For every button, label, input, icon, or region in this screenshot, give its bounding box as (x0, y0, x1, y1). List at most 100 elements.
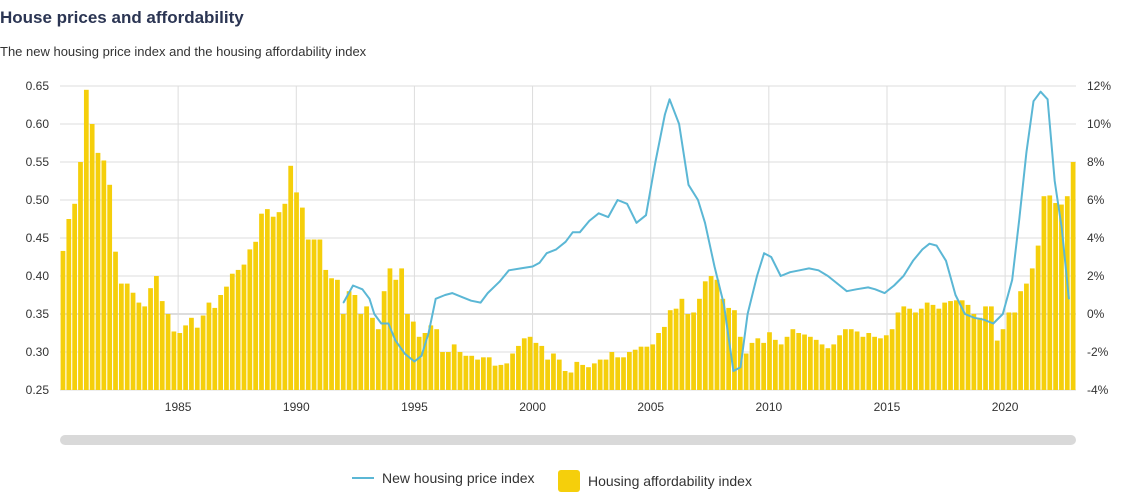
affordability-bar (591, 363, 597, 390)
affordability-bar (224, 286, 229, 390)
affordability-bar (743, 353, 749, 390)
legend-item-line[interactable]: New housing price index (352, 470, 535, 486)
affordability-bar (918, 308, 924, 390)
affordability-bar (1053, 203, 1058, 390)
y-tick-right: 12% (1087, 79, 1111, 93)
affordability-bar (1041, 196, 1047, 390)
affordability-bar (340, 314, 346, 390)
affordability-bar (154, 276, 159, 390)
legend-item-bar[interactable]: Housing affordability index (558, 470, 752, 492)
affordability-bar (953, 300, 959, 390)
affordability-bar (189, 317, 194, 390)
affordability-bar (136, 302, 142, 390)
affordability-bar (282, 203, 288, 390)
affordability-bar (843, 329, 848, 390)
price-index-point (519, 267, 522, 270)
affordability-bar (808, 336, 813, 390)
affordability-bar (983, 306, 988, 390)
affordability-bar (551, 353, 556, 390)
price-index-point (616, 199, 619, 201)
affordability-bar (194, 327, 200, 390)
y-tick-left: 0.25 (26, 383, 50, 397)
affordability-bar (813, 339, 819, 390)
affordability-bar (171, 331, 177, 390)
affordability-bar (481, 357, 486, 390)
price-index-point (342, 301, 345, 304)
affordability-bar (434, 329, 440, 390)
affordability-bar (294, 192, 299, 390)
price-index-point (704, 222, 706, 224)
affordability-bar (989, 306, 994, 390)
affordability-bar (1006, 312, 1012, 390)
price-index-point (387, 322, 390, 325)
affordability-bar (72, 203, 78, 390)
price-index-point (1061, 227, 1063, 230)
affordability-bar (510, 353, 515, 390)
affordability-bar (83, 89, 89, 391)
affordability-bar (311, 239, 317, 390)
x-tick: 2005 (637, 400, 664, 414)
price-index-point (945, 260, 947, 262)
y-tick-right: 4% (1087, 231, 1105, 245)
price-index-point (635, 222, 638, 224)
affordability-bar (1070, 162, 1076, 390)
affordability-bar (323, 269, 329, 390)
legend-bar-label: Housing affordability index (588, 473, 752, 489)
y-tick-left: 0.35 (26, 307, 50, 321)
y-tick-left: 0.55 (26, 155, 50, 169)
x-tick: 1985 (165, 400, 192, 414)
price-index-point (508, 269, 510, 272)
price-index-point (538, 261, 541, 264)
affordability-bar (107, 184, 113, 390)
affordability-bar (270, 216, 276, 390)
affordability-bar (819, 344, 825, 390)
price-index-point (486, 292, 489, 294)
x-tick: 1995 (401, 400, 428, 414)
affordability-bar (586, 367, 591, 390)
chart-title: House prices and affordability (0, 8, 244, 27)
affordability-bar (1059, 204, 1064, 390)
affordability-bar (650, 344, 656, 390)
price-index-point (645, 214, 647, 216)
x-tick: 2000 (519, 400, 546, 414)
price-index-point (427, 332, 430, 334)
price-index-point (1068, 298, 1070, 300)
affordability-bar (288, 165, 294, 390)
affordability-bar (1018, 291, 1023, 390)
y-tick-left: 0.45 (26, 231, 50, 245)
affordability-bar (264, 209, 270, 390)
affordability-bar (445, 352, 451, 390)
y-tick-left: 0.65 (26, 79, 50, 93)
affordability-bar (60, 250, 66, 390)
affordability-bar (685, 314, 691, 390)
affordability-bar (720, 298, 726, 390)
affordability-bar (609, 352, 615, 390)
price-index-point (746, 313, 749, 315)
affordability-bar (113, 251, 118, 390)
price-index-point (808, 267, 810, 270)
affordability-bar (375, 329, 381, 390)
chart-scrollbar[interactable] (60, 435, 1076, 445)
affordability-bar (124, 283, 130, 390)
affordability-bar (1047, 195, 1053, 390)
affordability-bar (749, 342, 755, 390)
affordability-bar (393, 279, 399, 390)
affordability-bar (183, 325, 188, 390)
affordability-bar (95, 152, 101, 390)
affordability-bar (212, 307, 218, 390)
price-index-point (413, 360, 416, 363)
bar-swatch-icon (558, 470, 580, 492)
affordability-bar (422, 333, 428, 390)
price-index-point (983, 318, 985, 321)
price-index-point (935, 244, 938, 247)
price-index-point (451, 292, 454, 294)
affordability-bar (667, 310, 673, 390)
affordability-bar (942, 302, 948, 390)
affordability-bar (247, 249, 253, 390)
affordability-bar (1000, 329, 1006, 390)
affordability-bar (767, 332, 772, 390)
price-index-point (1011, 279, 1013, 281)
price-index-point (1053, 180, 1056, 182)
affordability-bar (556, 359, 562, 390)
affordability-bar (352, 295, 358, 390)
